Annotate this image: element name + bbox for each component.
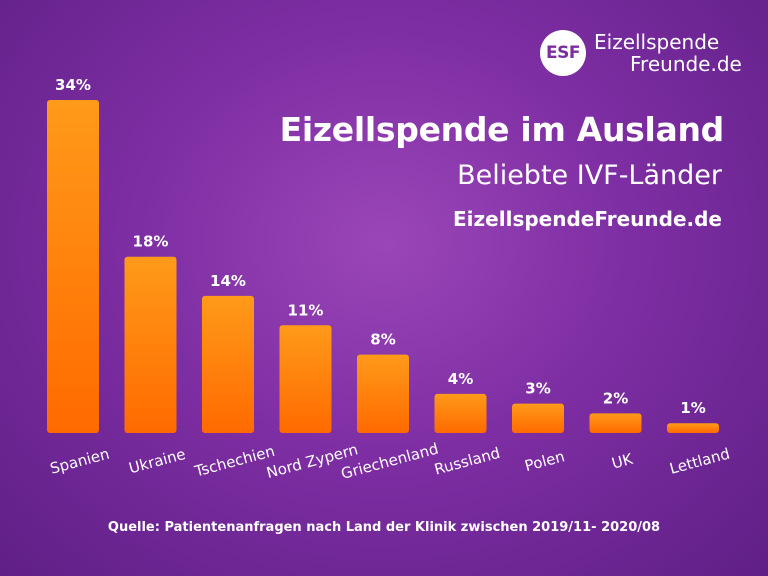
category-label: Russland bbox=[432, 444, 502, 479]
value-label: 8% bbox=[370, 331, 395, 349]
bars-group: 34%Spanien18%Ukraine14%Tschechien11%Nord… bbox=[47, 76, 732, 483]
site-name: EizellspendeFreunde.de bbox=[453, 207, 722, 231]
logo-text-line1: Eizellspende bbox=[594, 30, 720, 54]
value-label: 11% bbox=[288, 301, 324, 319]
bar-ukraine bbox=[124, 256, 177, 433]
bar-griechenland bbox=[357, 354, 409, 433]
value-label: 2% bbox=[603, 389, 628, 407]
chart-title: Eizellspende im Ausland bbox=[279, 110, 725, 149]
value-label: 34% bbox=[55, 76, 91, 94]
category-label: UK bbox=[610, 449, 636, 472]
bar-russland bbox=[434, 393, 487, 433]
value-label: 4% bbox=[448, 370, 473, 388]
category-label: Spanien bbox=[48, 445, 111, 478]
value-label: 3% bbox=[525, 380, 550, 398]
category-label: Ukraine bbox=[127, 445, 188, 477]
value-label: 18% bbox=[133, 233, 169, 251]
source-note: Quelle: Patientenanfragen nach Land der … bbox=[107, 520, 661, 535]
value-label: 1% bbox=[680, 399, 705, 417]
category-label: Lettland bbox=[668, 445, 732, 478]
bar-lettland bbox=[667, 423, 719, 433]
bar-tschechien bbox=[202, 295, 254, 433]
bar-uk bbox=[589, 413, 642, 433]
bar-spanien bbox=[47, 100, 99, 433]
logo-text-line2: Freunde.de bbox=[630, 52, 742, 76]
category-label: Tschechien bbox=[192, 442, 277, 481]
value-label: 14% bbox=[210, 272, 246, 290]
bar-nord-zypern bbox=[279, 325, 332, 433]
bar-polen bbox=[512, 403, 564, 433]
chart-subtitle: Beliebte IVF-Länder bbox=[457, 160, 722, 191]
logo-mark: ESF bbox=[540, 30, 586, 76]
category-label: Polen bbox=[523, 447, 567, 475]
